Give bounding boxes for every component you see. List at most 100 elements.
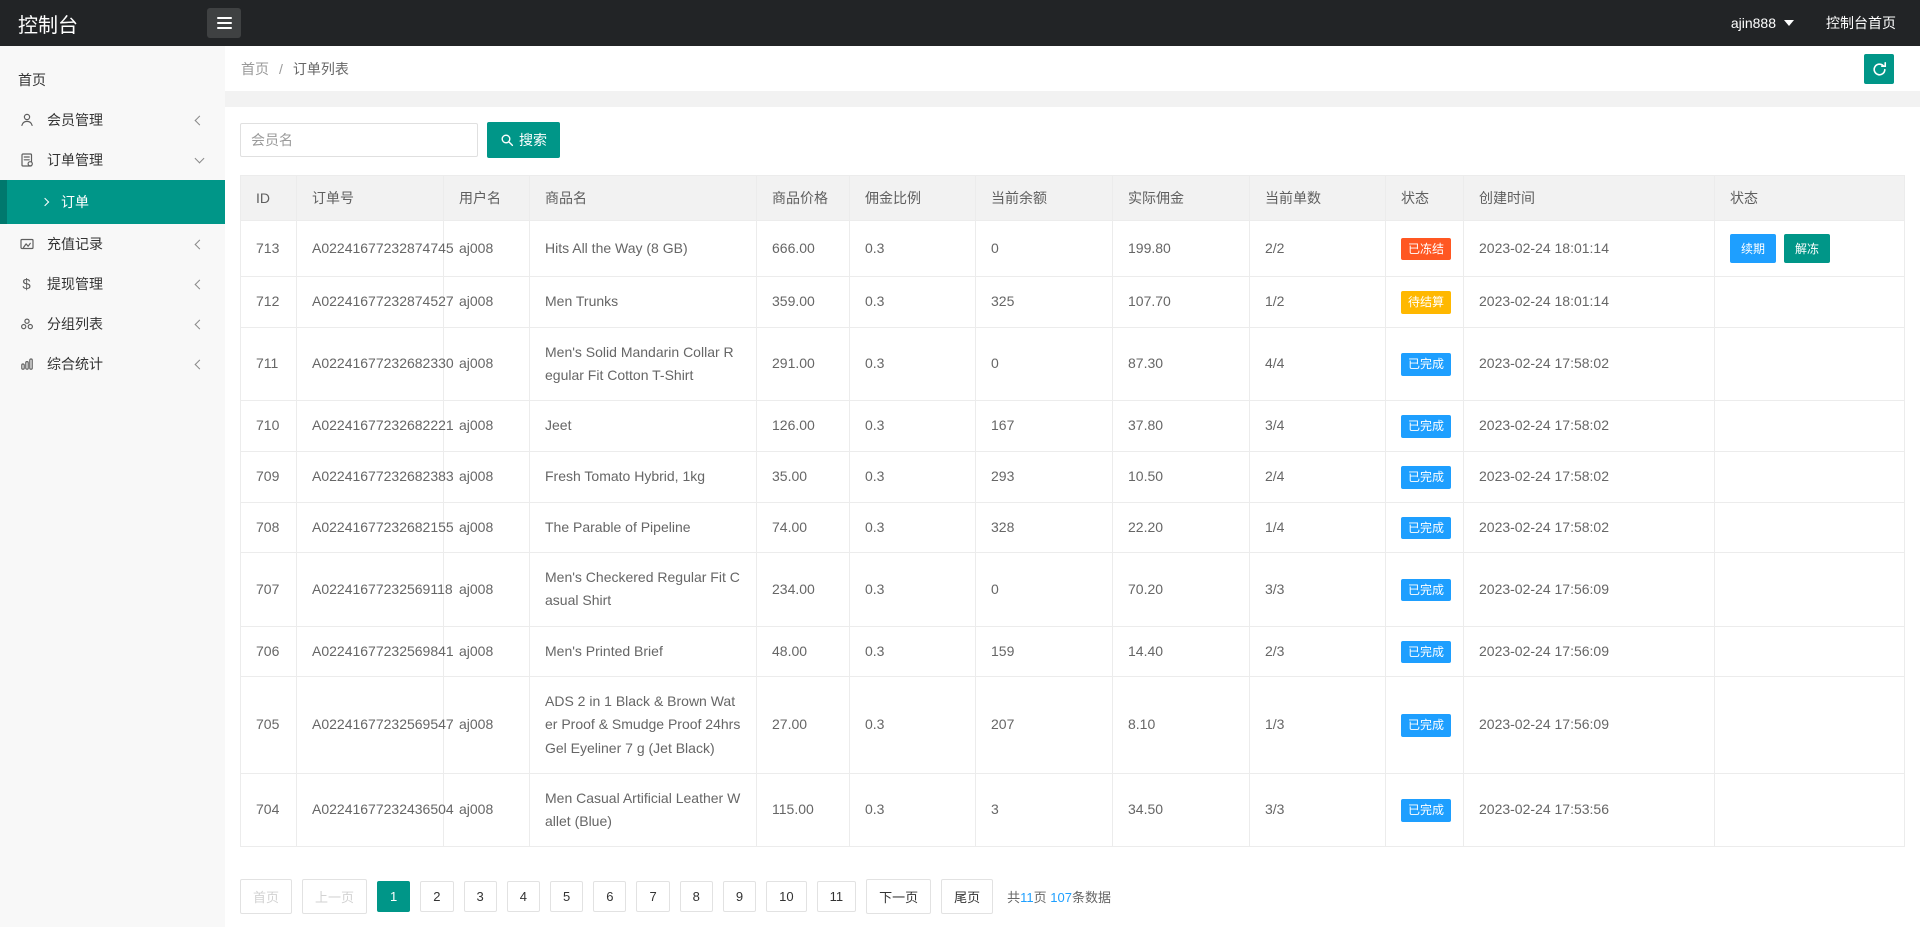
cell-actions [1714,676,1905,774]
unfreeze-button[interactable]: 解冻 [1784,234,1831,263]
breadcrumb-home[interactable]: 首页 [241,60,269,77]
cell-status: 已冻结 [1385,220,1464,277]
cell-status: 已完成 [1385,772,1464,847]
page-first-button[interactable]: 首页 [240,878,293,914]
user-menu[interactable]: ajin888 [1731,15,1794,31]
sidebar-item-member[interactable]: 会员管理 [0,100,225,140]
column-header: 佣金比例 [849,175,976,221]
table-header-row: ID 订单号 用户名 商品名 商品价格 佣金比例 当前余额 实际佣金 当前单数 状态 创建时间 状态 [240,175,1905,221]
sidebar-item-order[interactable]: 订单管理 [0,140,225,180]
sidebar-item-withdraw[interactable]: $ 提现管理 [0,264,225,304]
page-button-3[interactable]: 3 [463,880,497,912]
member-name-input[interactable] [240,123,478,157]
search-icon [501,134,514,147]
sidebar-item-label: 综合统计 [47,356,103,372]
cell-count: 3/3 [1249,772,1386,847]
cell-product: Fresh Tomato Hybrid, 1kg [529,450,757,503]
cell-actions [1714,625,1905,678]
status-badge: 已完成 [1401,578,1452,602]
cell-balance: 167 [975,399,1113,452]
cell-id: 711 [240,326,297,401]
cell-user: aj008 [443,501,530,554]
stats-icon [18,356,35,373]
cell-order_no: A02241677232436504 [296,772,454,847]
recharge-icon [18,236,35,253]
page-last-button[interactable]: 尾页 [941,878,994,914]
status-badge: 待结算 [1401,291,1452,314]
pagination-summary: 共11页 107条数据 [1007,887,1111,906]
cell-price: 666.00 [756,220,850,277]
sidebar-menu: 首页 会员管理 订单管理 订单 充值记录 $ 提现管理 分组列表综合统计 [0,60,225,384]
page-button-8[interactable]: 8 [679,880,713,912]
page-button-6[interactable]: 6 [593,880,627,912]
table-row: 708 A02241677232682155 aj008 The Parable of… [240,501,1905,554]
cell-user: aj008 [443,625,530,678]
app-title: 控制台 [18,14,78,37]
cell-actions: 续期 解冻 [1714,220,1905,277]
sidebar-item-label: 提现管理 [47,276,103,292]
sidebar-item-group[interactable]: 分组列表 [0,304,225,344]
sidebar-item-stats[interactable]: 综合统计 [0,344,225,384]
sidebar-subitem-order-list[interactable]: 订单 [0,180,225,224]
username: ajin888 [1730,15,1776,31]
status-badge: 已完成 [1401,465,1452,489]
cell-order_no: A02241677232874527 [296,276,454,328]
content-card: 搜索 ID订单号用户名商品名商品价格佣金比例当前余额实际佣金当前单数状态创建时间… [225,107,1920,927]
cell-status: 已完成 [1385,326,1464,401]
column-header: 当前单数 [1249,175,1386,221]
refresh-button[interactable] [1864,54,1894,84]
cell-commission: 199.80 [1112,220,1250,277]
main-content: 首页 / 订单列表 搜索 [225,46,1920,927]
table-row: 704 A02241677232436504 aj008 Men Casual Art… [240,772,1905,847]
hamburger-button[interactable] [207,8,241,38]
cell-count: 2/4 [1249,450,1386,503]
page-button-9[interactable]: 9 [722,880,757,912]
cell-commission: 37.80 [1112,399,1250,452]
renew-button[interactable]: 续期 [1730,234,1777,263]
table-row: 710 A02241677232682221 aj008 Jeet 126.00 0.3 1… [240,399,1905,452]
column-header: 创建时间 [1463,175,1715,221]
sidebar-item-home[interactable]: 首页 [0,60,225,100]
cell-id: 708 [240,501,297,554]
chevron-left-icon [194,319,205,329]
topbar-right: ajin888 控制台首页 [1731,13,1920,33]
search-button[interactable]: 搜索 [487,122,560,158]
cell-id: 713 [240,220,297,277]
summary-number: 107 [1050,889,1072,905]
cell-actions [1714,772,1905,847]
status-badge: 已完成 [1401,414,1452,438]
cell-id: 704 [240,772,297,847]
chevron-down-icon [194,153,205,163]
page-button-4[interactable]: 4 [506,880,540,912]
page-button-2[interactable]: 2 [420,880,454,912]
cell-ratio: 0.3 [849,772,976,847]
cell-user: aj008 [443,276,530,328]
cell-ratio: 0.3 [849,552,976,627]
cell-order_no: A02241677232874745 [296,220,454,277]
cell-balance: 3 [975,772,1113,847]
cell-balance: 325 [975,276,1113,328]
page-button-1[interactable]: 1 [377,880,411,912]
cell-order_no: A02241677232569118 [296,552,453,627]
cell-ratio: 0.3 [849,399,976,452]
page-next-button[interactable]: 下一页 [866,878,932,914]
cell-created: 2023-02-24 18:01:14 [1463,276,1715,328]
sidebar-item-recharge[interactable]: 充值记录 [0,224,225,264]
page-prev-button[interactable]: 上一页 [302,878,368,914]
page-button-11[interactable]: 11 [816,880,857,912]
group-icon [18,316,35,333]
pagination: 首页 上一页 1 2 3 4 5 6 7 8 9 10 11 下一页 尾页 共11页 107条数据 [240,878,1905,914]
cell-user: aj008 [443,220,530,277]
cell-price: 234.00 [756,552,850,627]
page-button-10[interactable]: 10 [766,880,807,912]
console-home-link[interactable]: 控制台首页 [1826,15,1896,31]
page-button-7[interactable]: 7 [636,880,670,912]
cell-commission: 22.20 [1112,501,1250,554]
page-button-5[interactable]: 5 [549,880,584,912]
chevron-left-icon [194,359,205,369]
status-badge: 已完成 [1401,714,1452,737]
column-header: 商品名 [529,175,757,221]
column-header: 状态 [1714,175,1905,221]
cell-actions [1714,276,1905,328]
cell-actions [1714,501,1905,554]
